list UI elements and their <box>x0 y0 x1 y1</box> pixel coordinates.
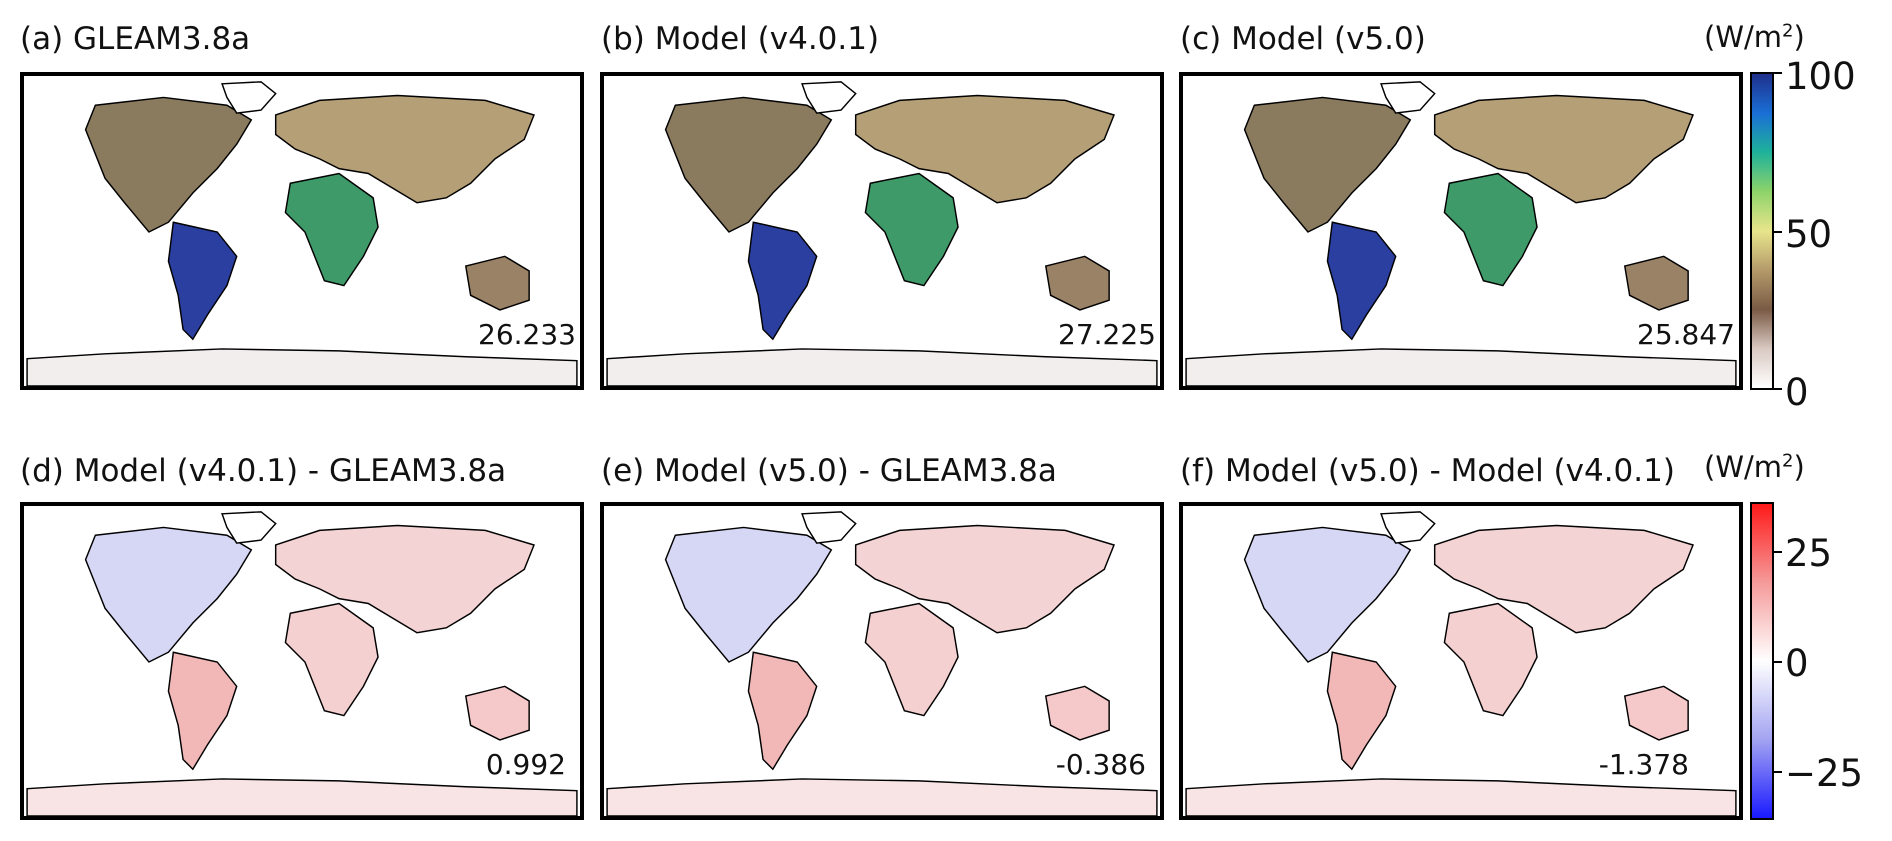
landmass-namerica <box>84 96 253 233</box>
landmass-eurasia <box>274 524 535 634</box>
landmass-greenland <box>801 511 857 544</box>
landmass-africa <box>864 172 959 287</box>
landmass-namerica <box>1243 526 1412 663</box>
colorbar-top-tickmark <box>1774 72 1782 74</box>
landmass-australia <box>464 255 530 311</box>
colorbar-top-tickmark <box>1774 231 1782 233</box>
colorbar-top-tick-min: 0 <box>1785 371 1809 414</box>
landmass-antarctica <box>1185 348 1737 386</box>
landmass-greenland <box>801 81 857 114</box>
landmass-samerica <box>167 221 238 341</box>
landmass-samerica <box>1326 221 1397 341</box>
landmass-namerica <box>84 526 253 663</box>
panel-e-global-mean: -0.386 <box>1055 748 1146 781</box>
landmass-samerica <box>747 651 818 771</box>
landmass-antarctica <box>606 348 1158 386</box>
landmass-greenland <box>1380 511 1436 544</box>
panel-a-map: 26.233 <box>20 72 584 390</box>
colorbar-top-tick-mid: 50 <box>1785 213 1833 256</box>
panel-d-title: (d) Model (v4.0.1) - GLEAM3.8a <box>20 453 507 489</box>
landmass-eurasia <box>854 94 1115 204</box>
landmass-australia <box>464 685 530 741</box>
landmass-africa <box>284 172 379 287</box>
landmass-eurasia <box>274 94 535 204</box>
landmass-antarctica <box>1185 778 1737 816</box>
colorbar-bottom-tick-zero: 0 <box>1785 642 1809 685</box>
landmass-africa <box>1443 602 1538 717</box>
panel-b-map: 27.225 <box>600 72 1164 390</box>
colorbar-top <box>1750 72 1774 390</box>
panel-c-map: 25.847 <box>1179 72 1743 390</box>
landmass-greenland <box>221 511 277 544</box>
panel-e-map: -0.386 <box>600 502 1164 820</box>
landmass-namerica <box>664 96 833 233</box>
colorbar-bottom-tick-neg: −25 <box>1785 752 1864 795</box>
landmass-africa <box>1443 172 1538 287</box>
landmass-australia <box>1623 685 1689 741</box>
landmass-samerica <box>167 651 238 771</box>
colorbar-top-unit: (W/m2) <box>1704 20 1805 54</box>
colorbar-bottom-tickmark <box>1774 551 1782 553</box>
panel-f-global-mean: -1.378 <box>1598 748 1689 781</box>
landmass-namerica <box>1243 96 1412 233</box>
panel-a-global-mean: 26.233 <box>478 318 576 351</box>
colorbar-top-tickmark <box>1774 388 1782 390</box>
landmass-namerica <box>664 526 833 663</box>
landmass-antarctica <box>26 778 578 816</box>
landmass-greenland <box>221 81 277 114</box>
panel-e-title: (e) Model (v5.0) - GLEAM3.8a <box>601 453 1057 489</box>
colorbar-bottom <box>1750 502 1774 820</box>
panel-d-global-mean: 0.992 <box>485 748 566 781</box>
panel-f-title: (f) Model (v5.0) - Model (v4.0.1) <box>1180 453 1675 489</box>
panel-c-title: (c) Model (v5.0) <box>1180 21 1426 57</box>
colorbar-bottom-tickmark <box>1774 771 1782 773</box>
panel-d-map: 0.992 <box>20 502 584 820</box>
landmass-eurasia <box>1433 94 1694 204</box>
panel-a-title: (a) GLEAM3.8a <box>20 21 251 57</box>
landmass-australia <box>1044 685 1110 741</box>
landmass-eurasia <box>1433 524 1694 634</box>
colorbar-bottom-tickmark <box>1774 661 1782 663</box>
landmass-australia <box>1044 255 1110 311</box>
panel-b-global-mean: 27.225 <box>1058 318 1156 351</box>
colorbar-top-tick-max: 100 <box>1785 55 1856 98</box>
colorbar-bottom-tick-pos: 25 <box>1785 532 1833 575</box>
panel-c-global-mean: 25.847 <box>1637 318 1735 351</box>
landmass-africa <box>864 602 959 717</box>
landmass-samerica <box>1326 651 1397 771</box>
landmass-eurasia <box>854 524 1115 634</box>
landmass-antarctica <box>26 348 578 386</box>
landmass-australia <box>1623 255 1689 311</box>
panel-b-title: (b) Model (v4.0.1) <box>601 21 880 57</box>
landmass-africa <box>284 602 379 717</box>
colorbar-bottom-unit: (W/m2) <box>1704 450 1805 484</box>
panel-f-map: -1.378 <box>1179 502 1743 820</box>
landmass-samerica <box>747 221 818 341</box>
landmass-greenland <box>1380 81 1436 114</box>
landmass-antarctica <box>606 778 1158 816</box>
